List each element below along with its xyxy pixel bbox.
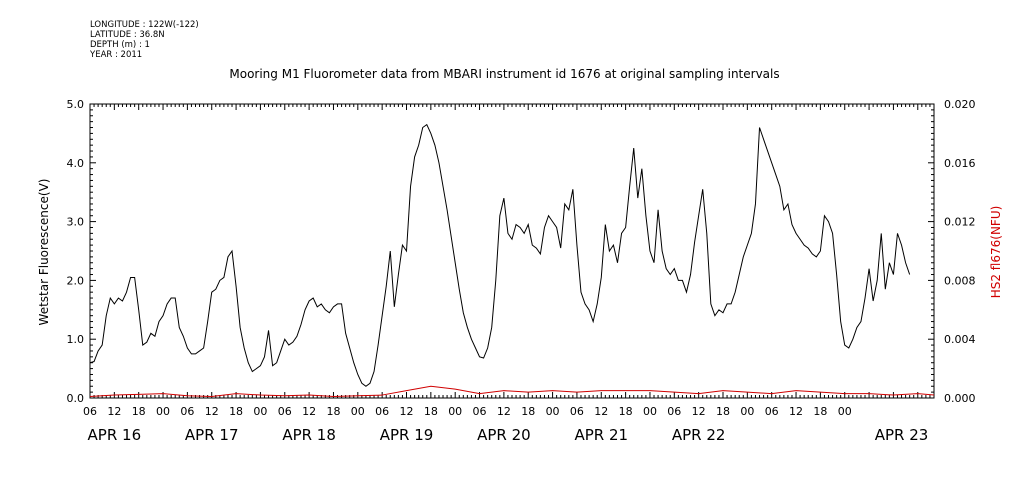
y2-tick-label: 0.000 [944,392,976,405]
x-tick-label: 18 [132,405,146,418]
x-tick-label: 06 [278,405,292,418]
y2-tick-label: 0.012 [944,216,976,229]
x-tick-label: 00 [156,405,170,418]
x-axis-hour-labels: 06 12 18 00 06 12 18 00 06 12 18 00 06 12 18 00 06 12 18 00… [83,405,852,418]
left-axis-tick-labels: 0.0 1.0 2.0 3.0 4.0 5.0 [67,98,85,405]
x-tick-label: 00 [643,405,657,418]
meta-depth: DEPTH (m) : 1 [90,40,150,50]
x-day-label: APR 23 [875,426,929,444]
y2-tick-label: 0.016 [944,157,976,170]
x-day-label: APR 21 [574,426,628,444]
x-tick-label: 12 [400,405,414,418]
y-tick-label: 4.0 [67,157,85,170]
x-tick-label: 00 [838,405,852,418]
x-tick-label: 12 [205,405,219,418]
x-day-label: APR 17 [185,426,239,444]
x-day-label: APR 19 [380,426,434,444]
y-tick-label: 5.0 [67,98,85,111]
x-tick-label: 18 [619,405,633,418]
y2-tick-label: 0.004 [944,333,976,346]
x-tick-label: 06 [473,405,487,418]
x-day-label: APR 16 [88,426,142,444]
x-tick-label: 06 [570,405,584,418]
chart-title: Mooring M1 Fluorometer data from MBARI i… [229,67,780,81]
x-tick-label: 06 [667,405,681,418]
series-line-wetstar [89,123,911,387]
x-tick-label: 06 [180,405,194,418]
plot-frame [89,103,935,399]
x-day-label: APR 20 [477,426,531,444]
meta-longitude: LONGITUDE : 122W(-122) [90,20,199,30]
right-axis-tick-labels: 0.000 0.004 0.008 0.012 0.016 0.020 [944,98,976,405]
y-tick-label: 0.0 [67,392,85,405]
y2-tick-label: 0.020 [944,98,976,111]
x-day-label: APR 18 [282,426,336,444]
metadata-block: LONGITUDE : 122W(-122) LATITUDE : 36.8N … [90,20,199,60]
series-line-hs2 [89,385,935,398]
y-tick-label: 2.0 [67,274,85,287]
x-tick-label: 00 [351,405,365,418]
x-tick-label: 18 [229,405,243,418]
x-tick-label: 06 [375,405,389,418]
x-tick-label: 18 [521,405,535,418]
x-tick-label: 06 [765,405,779,418]
x-tick-label: 12 [302,405,316,418]
x-tick-label: 00 [740,405,754,418]
x-tick-label: 12 [594,405,608,418]
meta-latitude: LATITUDE : 36.8N [90,30,165,40]
x-tick-label: 12 [789,405,803,418]
x-tick-label: 00 [448,405,462,418]
x-tick-label: 00 [546,405,560,418]
x-tick-label: 18 [326,405,340,418]
x-tick-label: 18 [813,405,827,418]
x-tick-label: 06 [83,405,97,418]
x-tick-label: 18 [424,405,438,418]
axis-ticks [89,103,935,399]
y2-tick-label: 0.008 [944,274,976,287]
x-tick-label: 12 [107,405,121,418]
x-tick-label: 12 [692,405,706,418]
x-day-label: APR 22 [672,426,726,444]
y2-axis-label: HS2 fl676(NFU) [989,206,1003,299]
y-tick-label: 1.0 [67,333,85,346]
y-tick-label: 3.0 [67,216,85,229]
x-tick-label: 12 [497,405,511,418]
y-axis-label: Wetstar Fluorescence(V) [37,179,51,326]
x-tick-label: 18 [716,405,730,418]
x-tick-label: 00 [253,405,267,418]
x-axis-day-labels: APR 16 APR 17 APR 18 APR 19 APR 20 APR 21 APR … [88,426,929,444]
meta-year: YEAR : 2011 [90,50,143,60]
